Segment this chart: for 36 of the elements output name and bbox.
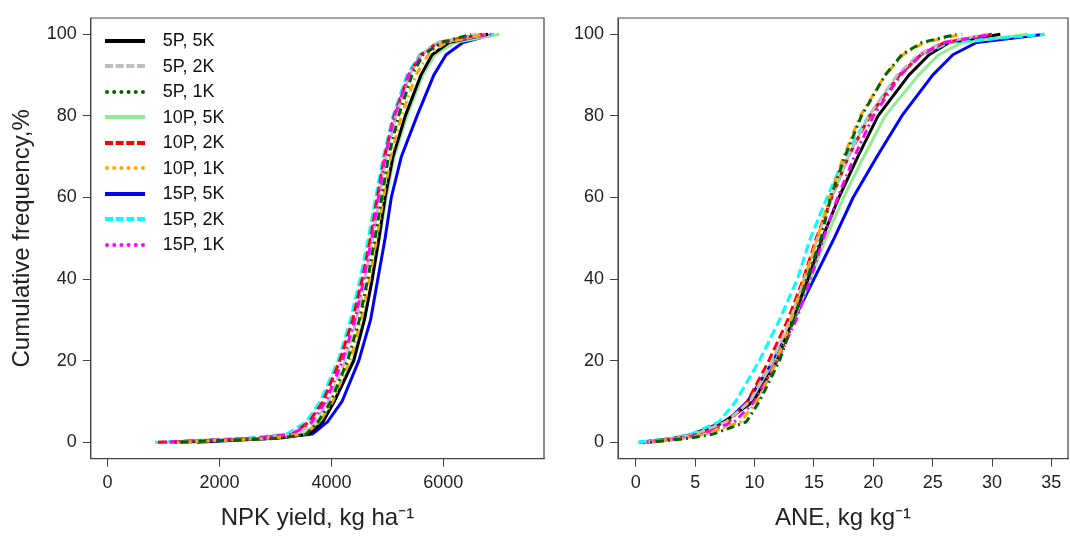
y-tick-label: 80: [584, 104, 605, 125]
x-tick-label: 10: [744, 472, 765, 493]
legend-label: 10P, 1K: [162, 156, 225, 180]
y-tick-label: 0: [66, 431, 77, 452]
legend-label: 15P, 5K: [162, 182, 225, 205]
y-axis-title: Cumulative frequency,%: [7, 109, 35, 368]
y-tick-label: 100: [46, 23, 77, 44]
x-axis-title: ANE, kg kg⁻¹: [774, 503, 912, 531]
y-tick-label: 0: [594, 431, 605, 452]
legend-label: 5P, 5K: [162, 29, 215, 52]
y-tick-label: 100: [573, 23, 605, 44]
x-tick-label: 0: [102, 472, 113, 493]
x-tick-label: 6000: [423, 472, 464, 493]
legend-label: 5P, 2K: [162, 54, 215, 78]
x-tick-label: 25: [922, 472, 943, 493]
x-tick-label: 35: [1041, 472, 1062, 493]
y-tick-label: 60: [584, 186, 605, 207]
x-tick-label: 4000: [311, 472, 352, 493]
y-tick-label: 40: [56, 268, 77, 289]
x-tick-label: 15: [803, 472, 824, 493]
x-tick-label: 0: [630, 472, 641, 493]
legend-label: 10P, 5K: [162, 105, 225, 129]
y-tick-label: 20: [584, 349, 605, 370]
y-tick-label: 40: [584, 268, 605, 289]
x-tick-label: 5: [690, 472, 701, 493]
legend-label: 5P, 1K: [162, 80, 215, 103]
legend-label: 15P, 2K: [162, 207, 225, 231]
y-tick-label: 80: [56, 104, 77, 125]
legend-label: 10P, 2K: [162, 131, 225, 154]
y-tick-label: 20: [56, 349, 77, 370]
x-axis-title: NPK yield, kg ha⁻¹: [220, 503, 415, 531]
x-tick-label: 30: [982, 472, 1003, 493]
x-tick-label: 20: [863, 472, 884, 493]
x-tick-label: 2000: [199, 472, 240, 493]
y-tick-label: 60: [56, 186, 77, 207]
legend-label: 15P, 1K: [162, 233, 225, 256]
